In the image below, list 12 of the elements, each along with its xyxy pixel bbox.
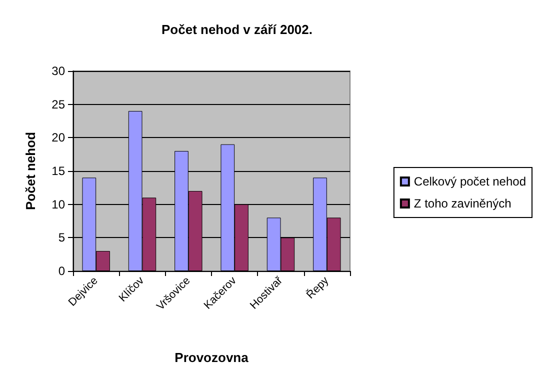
y-tick-label: 30 bbox=[52, 64, 66, 78]
y-tick-label: 25 bbox=[52, 97, 66, 112]
y-axis-title: Počet nehod bbox=[23, 132, 38, 210]
x-axis-title: Provozovna bbox=[174, 350, 250, 365]
chart-title: Počet nehod v září 2002. bbox=[161, 22, 313, 37]
legend-label: Celkový počet nehod bbox=[414, 174, 526, 188]
y-tick-label: 15 bbox=[52, 164, 66, 178]
y-tick-label: 5 bbox=[58, 230, 66, 245]
y-tick-label: 0 bbox=[58, 264, 66, 278]
y-tick-label: 20 bbox=[52, 130, 66, 145]
y-tick-label: 10 bbox=[52, 197, 66, 212]
legend-label: Z toho zaviněných bbox=[414, 196, 512, 210]
